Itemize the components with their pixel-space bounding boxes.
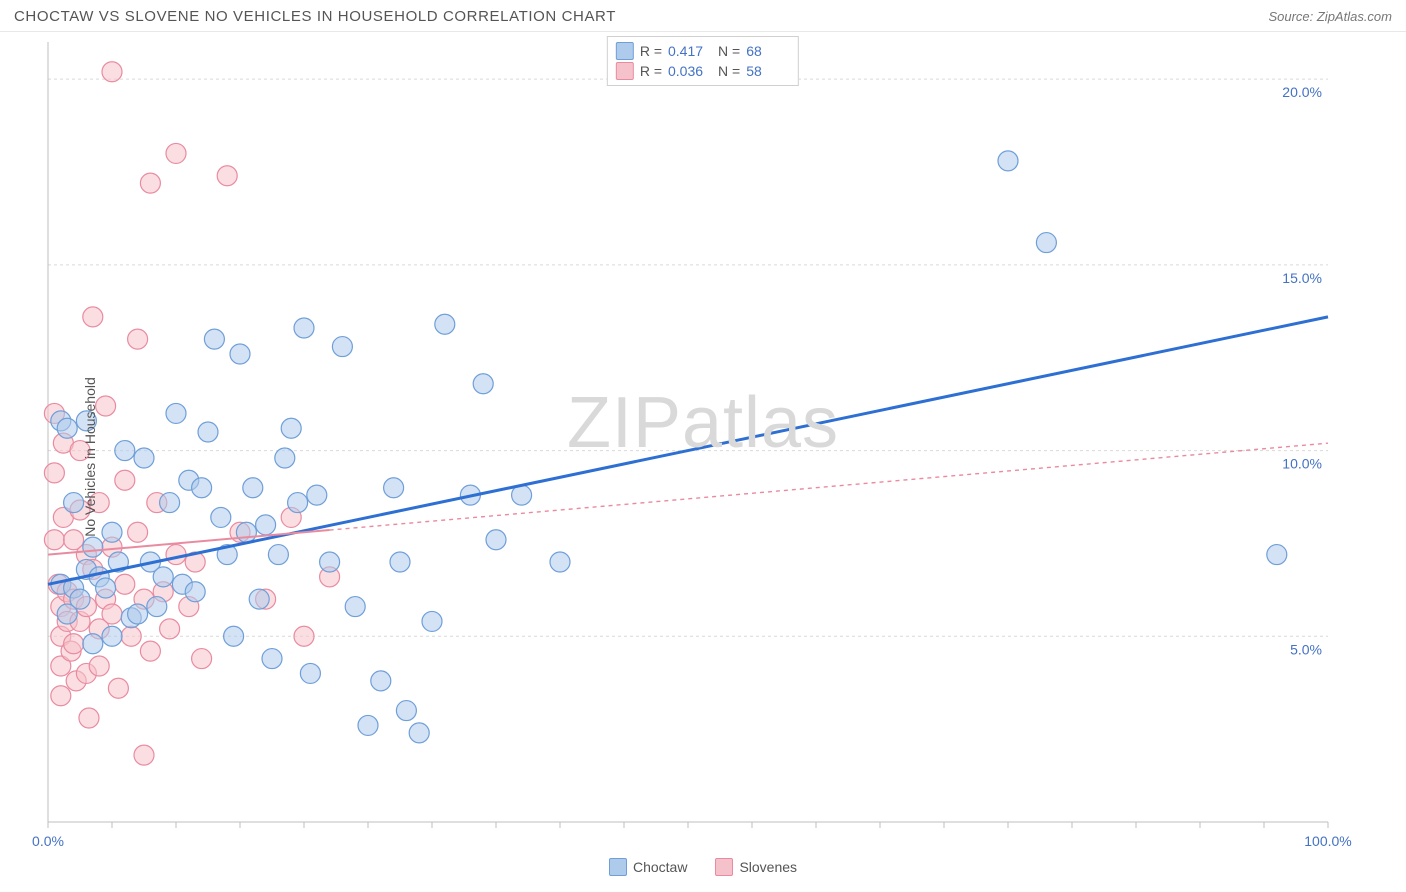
legend-label: Slovenes bbox=[739, 859, 797, 875]
stats-legend-box: R =0.417N =68R =0.036N =58 bbox=[607, 36, 799, 86]
svg-text:20.0%: 20.0% bbox=[1282, 84, 1322, 100]
svg-text:15.0%: 15.0% bbox=[1282, 270, 1322, 286]
chart-title: CHOCTAW VS SLOVENE NO VEHICLES IN HOUSEH… bbox=[14, 8, 616, 25]
source-name: ZipAtlas.com bbox=[1317, 9, 1392, 24]
y-axis-label: No Vehicles in Household bbox=[82, 377, 98, 537]
legend-item-choctaw: Choctaw bbox=[609, 858, 687, 876]
chart-header: CHOCTAW VS SLOVENE NO VEHICLES IN HOUSEH… bbox=[0, 0, 1406, 32]
stats-swatch-icon bbox=[616, 62, 634, 80]
svg-text:0.0%: 0.0% bbox=[32, 833, 64, 849]
bottom-legend: Choctaw Slovenes bbox=[0, 852, 1406, 882]
legend-swatch-icon bbox=[715, 858, 733, 876]
stats-row: R =0.417N =68 bbox=[616, 41, 790, 61]
stats-row: R =0.036N =58 bbox=[616, 61, 790, 81]
legend-swatch-icon bbox=[609, 858, 627, 876]
source-prefix: Source: bbox=[1268, 9, 1316, 24]
legend-label: Choctaw bbox=[633, 859, 687, 875]
legend-item-slovenes: Slovenes bbox=[715, 858, 797, 876]
svg-text:5.0%: 5.0% bbox=[1290, 641, 1322, 657]
source-attribution: Source: ZipAtlas.com bbox=[1268, 9, 1392, 24]
svg-text:100.0%: 100.0% bbox=[1304, 833, 1351, 849]
svg-text:10.0%: 10.0% bbox=[1282, 456, 1322, 472]
stats-swatch-icon bbox=[616, 42, 634, 60]
scatter-plot: 5.0% 10.0% 15.0% 20.0% 0.0% 100.0% bbox=[0, 32, 1406, 882]
chart-area: No Vehicles in Household ZIPatlas 5.0%10… bbox=[0, 32, 1406, 882]
